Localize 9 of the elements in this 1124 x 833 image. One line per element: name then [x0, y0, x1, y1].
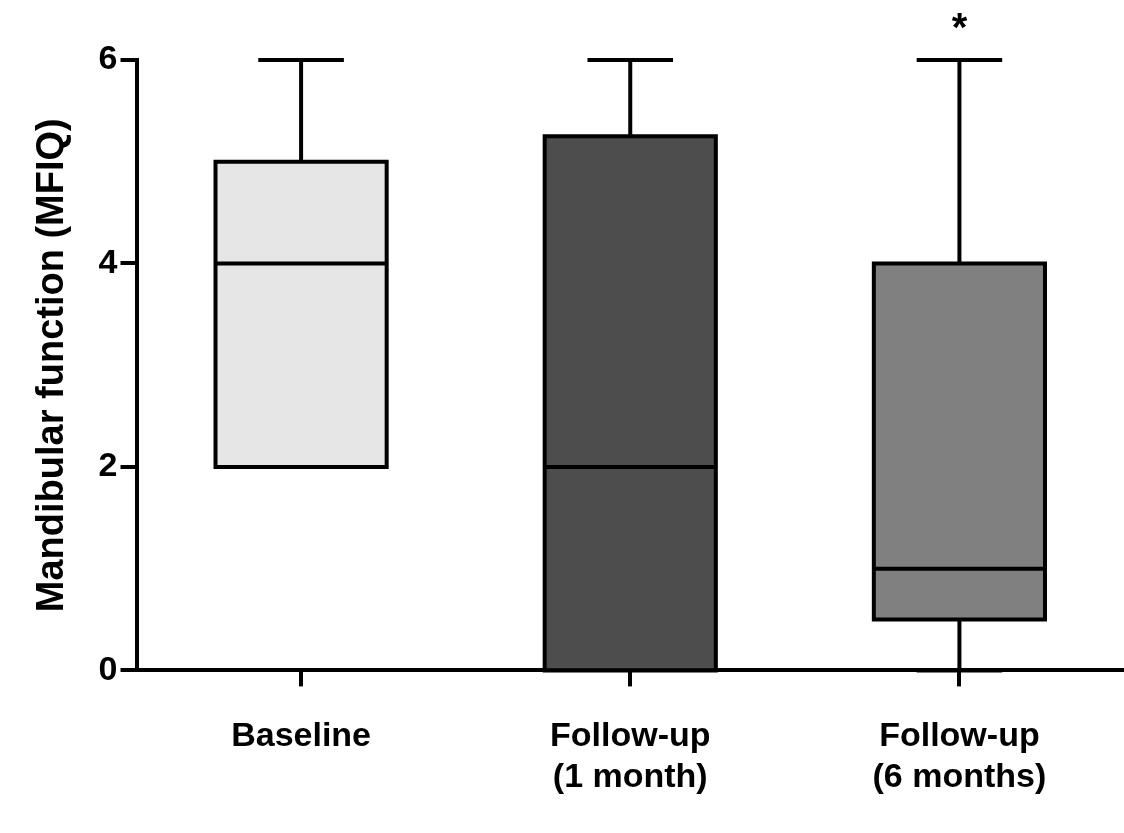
x-tick-label: Follow-up (1 month)	[550, 715, 711, 794]
y-tick-label: 2	[98, 445, 118, 484]
y-axis-title: Mandibular function (MFIQ)	[29, 118, 72, 613]
annotation: *	[951, 5, 968, 50]
y-tick-label: 4	[98, 241, 118, 280]
y-tick-label: 6	[98, 38, 118, 77]
y-tick-label: 0	[98, 648, 118, 687]
x-tick-label: Baseline	[231, 715, 372, 754]
x-tick-label: Follow-up (6 months)	[872, 715, 1047, 794]
